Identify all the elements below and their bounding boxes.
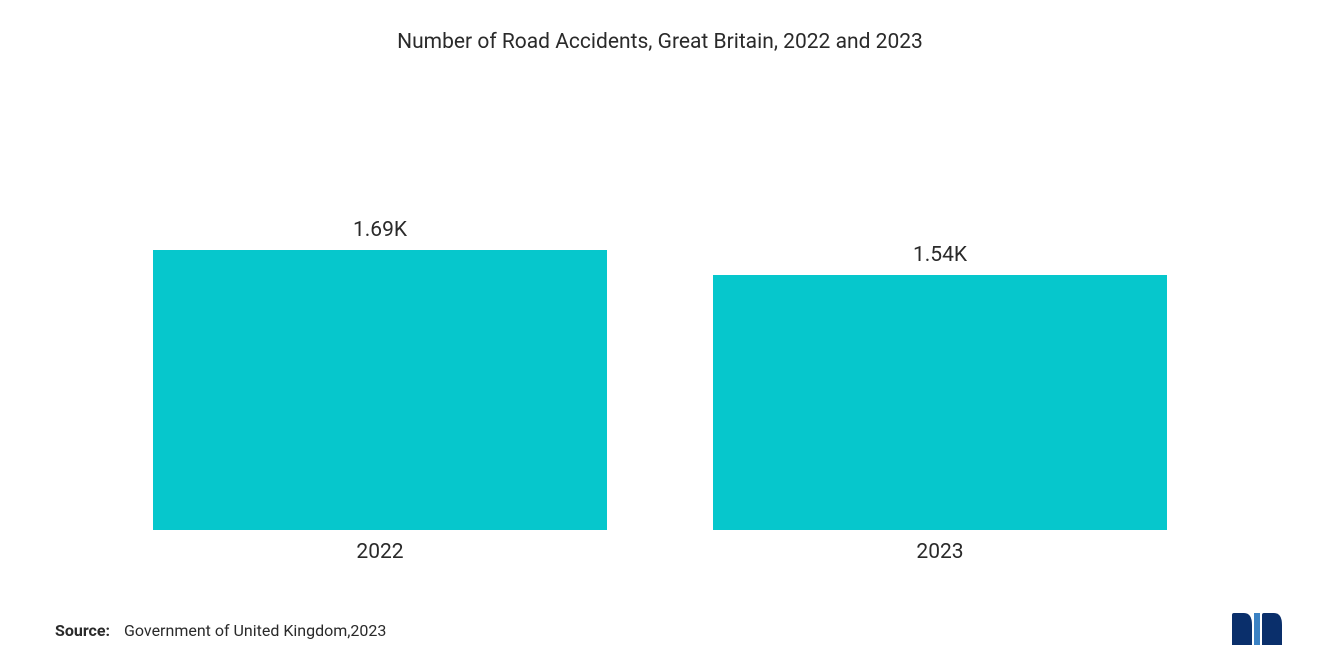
source-prefix: Source: (55, 621, 110, 640)
bars-wrapper: 1.69K 2022 1.54K 2023 (50, 134, 1270, 564)
bar-group-2022: 1.69K 2022 (128, 218, 632, 564)
bar-category-2022: 2022 (356, 540, 403, 564)
bar-category-2023: 2023 (916, 540, 963, 564)
source-text: Government of United Kingdom,2023 (124, 621, 386, 640)
chart-title: Number of Road Accidents, Great Britain,… (50, 30, 1270, 54)
bar-value-2023: 1.54K (913, 243, 967, 267)
bar-group-2023: 1.54K 2023 (688, 243, 1192, 564)
chart-container: Number of Road Accidents, Great Britain,… (0, 0, 1320, 665)
bar-2023 (713, 275, 1167, 530)
brand-logo-icon (1230, 611, 1285, 647)
bar-value-2022: 1.69K (353, 218, 407, 242)
plot-area: 1.69K 2022 1.54K 2023 (50, 134, 1270, 564)
bar-2022 (153, 250, 607, 530)
source-line: Source: Government of United Kingdom,202… (55, 621, 386, 640)
